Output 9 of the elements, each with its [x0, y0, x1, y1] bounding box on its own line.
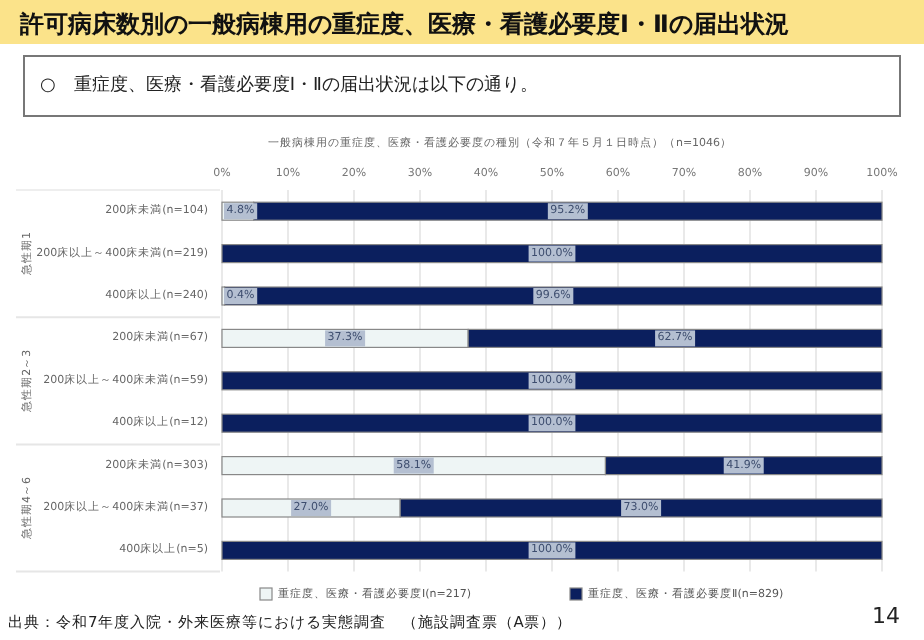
bar: [221, 540, 883, 560]
bar: [221, 244, 883, 264]
bar: [224, 286, 883, 306]
chart-title: 許可病床数別の一般病棟用の重症度、医療・看護必要度Ⅰ・Ⅱの届出状況: [18, 10, 789, 38]
summary-box: ○ 重症度、医療・看護必要度Ⅰ・Ⅱの届出状況は以下の通り。: [23, 55, 901, 117]
bar: [221, 371, 883, 391]
bar: [221, 413, 883, 433]
title-band: 許可病床数別の一般病棟用の重症度、医療・看護必要度Ⅰ・Ⅱの届出状況: [0, 0, 924, 44]
text: 14: [872, 603, 900, 629]
